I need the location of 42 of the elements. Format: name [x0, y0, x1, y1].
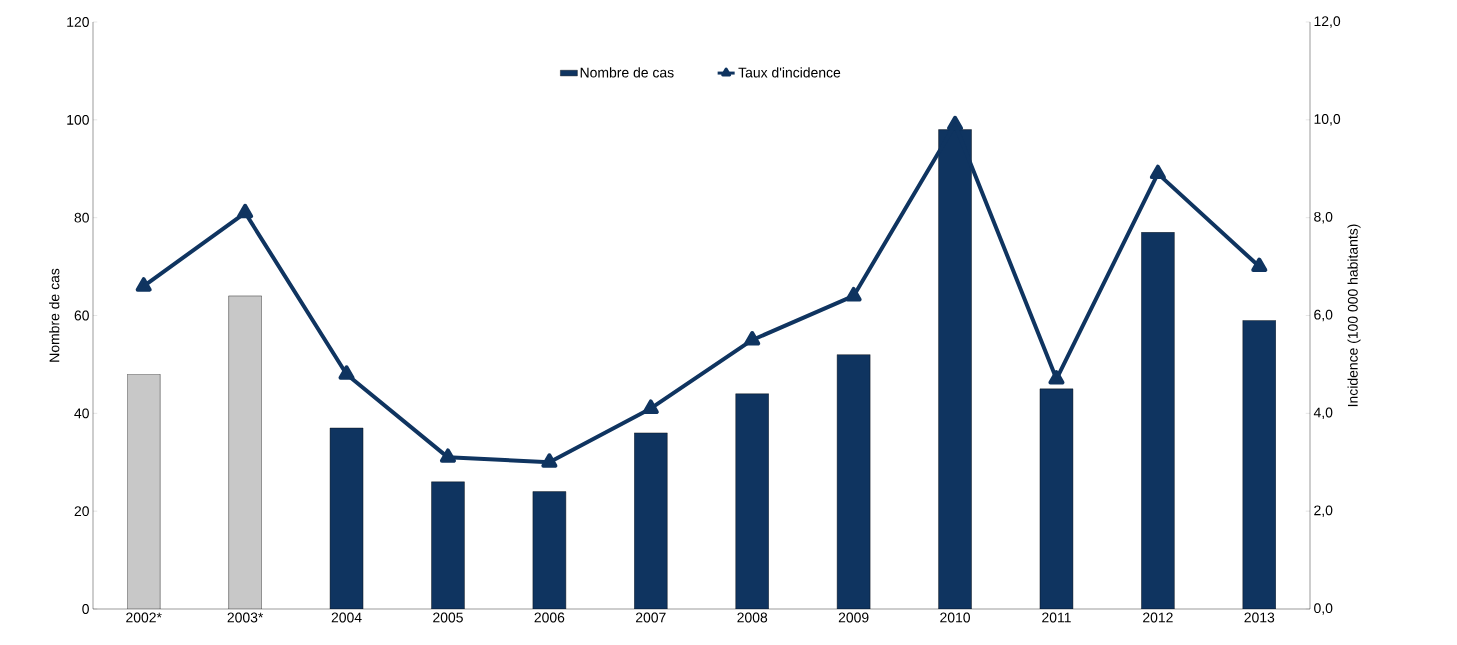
y-tick-label: 40 — [74, 408, 89, 419]
y2-tick-label: 2,0 — [1314, 505, 1333, 517]
point — [541, 453, 558, 468]
point — [744, 330, 761, 346]
y-tick-label: 0 — [82, 604, 89, 614]
point — [845, 286, 862, 302]
point — [642, 399, 659, 414]
point — [439, 448, 456, 463]
x-tick-label: 2011 — [1042, 612, 1071, 623]
y-tick-label: 100 — [67, 114, 89, 125]
x-tick-label: 2012 — [1143, 612, 1173, 623]
y2-axis-title: Incidence (100 000 habitants) — [1347, 224, 1361, 407]
point — [947, 115, 964, 131]
x-tick-label: 2008 — [737, 612, 768, 623]
y-tick-label: 20 — [74, 506, 89, 517]
legend-label: Nombre de cas — [580, 67, 674, 78]
point — [135, 277, 152, 292]
x-tick-label: 2002* — [126, 612, 162, 623]
y-tick-label: 120 — [67, 17, 89, 27]
y2-tick-label: 8,0 — [1314, 211, 1333, 224]
y-tick-label: 80 — [74, 212, 89, 223]
x-tick-label: 2006 — [534, 612, 565, 623]
y2-tick-label: 12,0 — [1314, 16, 1341, 28]
x-tick-label: 2005 — [433, 612, 463, 623]
x-tick-label: 2004 — [331, 612, 362, 623]
point — [1149, 164, 1166, 180]
x-tick-label: 2013 — [1244, 612, 1275, 623]
x-tick-label: 2003* — [227, 612, 264, 623]
point — [1048, 370, 1065, 385]
point — [237, 203, 254, 219]
x-tick-label: 2009 — [838, 612, 869, 623]
y2-tick-label: 4,0 — [1313, 407, 1333, 420]
y-axis-title: Nombre de cas — [49, 268, 60, 362]
y2-tick-label: 6,0 — [1314, 309, 1333, 322]
point — [1251, 257, 1268, 273]
y2-tick-label: 0,0 — [1314, 603, 1333, 615]
point — [338, 365, 355, 380]
y-tick-label: 60 — [74, 310, 89, 321]
x-tick-label: 2007 — [635, 612, 666, 623]
y2-tick-label: 10,0 — [1314, 114, 1341, 126]
legend-label: Taux d'incidence — [738, 67, 841, 78]
x-tick-label: 2010 — [940, 612, 971, 623]
